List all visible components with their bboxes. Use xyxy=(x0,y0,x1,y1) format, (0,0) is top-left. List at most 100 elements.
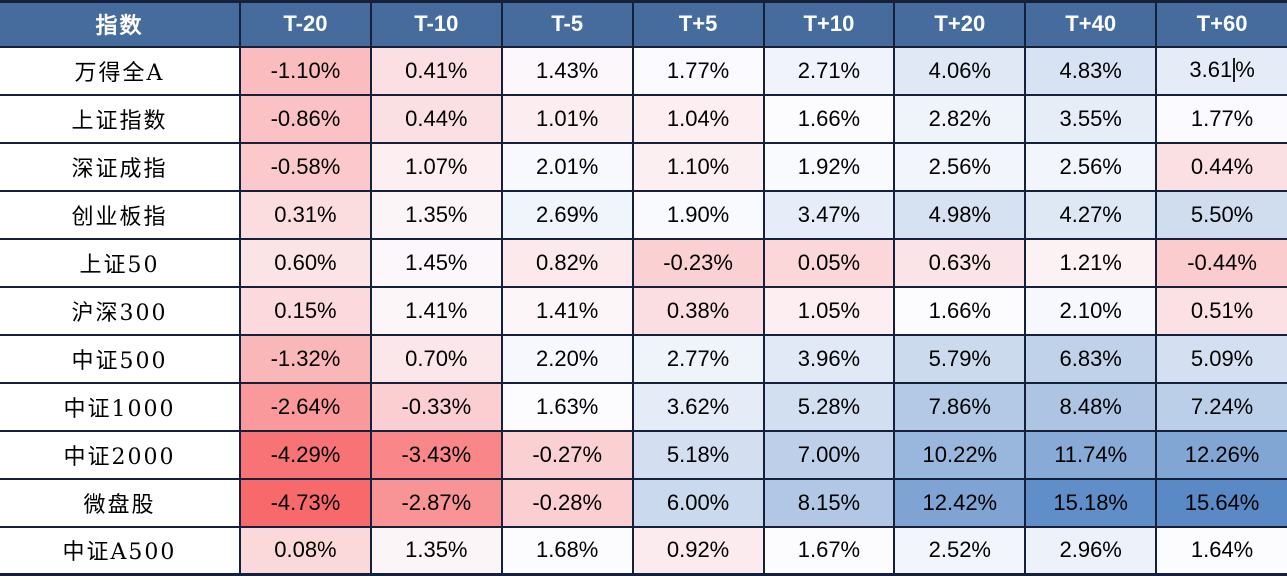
row-name-cell[interactable]: 创业板指 xyxy=(0,189,241,240)
value-cell[interactable]: 1.45% xyxy=(369,237,503,288)
value-cell[interactable]: 1.07% xyxy=(369,141,503,192)
value-cell[interactable]: 1.77% xyxy=(1155,93,1287,144)
value-cell[interactable]: 3.61% xyxy=(1155,45,1287,96)
value-cell[interactable]: -1.32% xyxy=(239,333,372,384)
value-cell[interactable]: 0.05% xyxy=(762,237,896,288)
value-cell[interactable]: 2.52% xyxy=(893,525,1027,576)
value-cell[interactable]: 0.63% xyxy=(893,237,1027,288)
value-cell[interactable]: -2.87% xyxy=(369,477,503,528)
value-cell[interactable]: 2.77% xyxy=(631,333,765,384)
value-cell[interactable]: 5.79% xyxy=(893,333,1027,384)
value-cell[interactable]: 5.28% xyxy=(762,381,896,432)
column-header-tp20[interactable]: T+20 xyxy=(893,0,1027,48)
value-cell[interactable]: -0.33% xyxy=(369,381,503,432)
value-cell[interactable]: 3.47% xyxy=(762,189,896,240)
value-cell[interactable]: 4.83% xyxy=(1024,45,1158,96)
value-cell[interactable]: 8.15% xyxy=(762,477,896,528)
value-cell[interactable]: 3.62% xyxy=(631,381,765,432)
row-name-cell[interactable]: 微盘股 xyxy=(0,477,241,528)
row-name-cell[interactable]: 中证500 xyxy=(0,333,241,384)
row-name-cell[interactable]: 中证1000 xyxy=(0,381,241,432)
value-cell[interactable]: 5.09% xyxy=(1155,333,1287,384)
value-cell[interactable]: 4.98% xyxy=(893,189,1027,240)
value-cell[interactable]: 0.15% xyxy=(239,285,372,336)
value-cell[interactable]: 1.35% xyxy=(369,525,503,576)
column-header-tm10[interactable]: T-10 xyxy=(369,0,503,48)
value-cell[interactable]: 6.83% xyxy=(1024,333,1158,384)
value-cell[interactable]: 1.21% xyxy=(1024,237,1158,288)
value-cell[interactable]: 1.05% xyxy=(762,285,896,336)
value-cell[interactable]: -0.23% xyxy=(631,237,765,288)
value-cell[interactable]: 1.92% xyxy=(762,141,896,192)
row-name-cell[interactable]: 上证指数 xyxy=(0,93,241,144)
value-cell[interactable]: 2.01% xyxy=(500,141,634,192)
row-name-cell[interactable]: 中证A500 xyxy=(0,525,241,576)
value-cell[interactable]: 5.50% xyxy=(1155,189,1287,240)
value-cell[interactable]: 6.00% xyxy=(631,477,765,528)
row-name-cell[interactable]: 沪深300 xyxy=(0,285,241,336)
row-name-cell[interactable]: 深证成指 xyxy=(0,141,241,192)
column-header-tp10[interactable]: T+10 xyxy=(762,0,896,48)
value-cell[interactable]: -3.43% xyxy=(369,429,503,480)
value-cell[interactable]: 1.01% xyxy=(500,93,634,144)
value-cell[interactable]: 0.41% xyxy=(369,45,503,96)
value-cell[interactable]: 3.96% xyxy=(762,333,896,384)
row-name-cell[interactable]: 中证2000 xyxy=(0,429,241,480)
value-cell[interactable]: 1.64% xyxy=(1155,525,1287,576)
value-cell[interactable]: 0.08% xyxy=(239,525,372,576)
value-cell[interactable]: 15.64% xyxy=(1155,477,1287,528)
value-cell[interactable]: 0.82% xyxy=(500,237,634,288)
value-cell[interactable]: 4.06% xyxy=(893,45,1027,96)
value-cell[interactable]: 2.56% xyxy=(893,141,1027,192)
value-cell[interactable]: 0.70% xyxy=(369,333,503,384)
value-cell[interactable]: -2.64% xyxy=(239,381,372,432)
value-cell[interactable]: 12.42% xyxy=(893,477,1027,528)
value-cell[interactable]: -0.27% xyxy=(500,429,634,480)
value-cell[interactable]: 1.04% xyxy=(631,93,765,144)
value-cell[interactable]: 1.10% xyxy=(631,141,765,192)
value-cell[interactable]: 1.35% xyxy=(369,189,503,240)
value-cell[interactable]: -4.73% xyxy=(239,477,372,528)
value-cell[interactable]: 2.10% xyxy=(1024,285,1158,336)
value-cell[interactable]: 2.96% xyxy=(1024,525,1158,576)
value-cell[interactable]: -0.44% xyxy=(1155,237,1287,288)
column-header-tp60[interactable]: T+60 xyxy=(1155,0,1287,48)
value-cell[interactable]: 0.31% xyxy=(239,189,372,240)
value-cell[interactable]: 11.74% xyxy=(1024,429,1158,480)
value-cell[interactable]: 7.00% xyxy=(762,429,896,480)
value-cell[interactable]: 12.26% xyxy=(1155,429,1287,480)
value-cell[interactable]: -4.29% xyxy=(239,429,372,480)
column-header-tp40[interactable]: T+40 xyxy=(1024,0,1158,48)
value-cell[interactable]: 2.82% xyxy=(893,93,1027,144)
index-column-header[interactable]: 指数 xyxy=(0,0,241,48)
value-cell[interactable]: 7.86% xyxy=(893,381,1027,432)
value-cell[interactable]: 0.44% xyxy=(1155,141,1287,192)
value-cell[interactable]: 0.38% xyxy=(631,285,765,336)
value-cell[interactable]: 1.41% xyxy=(369,285,503,336)
value-cell[interactable]: 1.43% xyxy=(500,45,634,96)
value-cell[interactable]: 5.18% xyxy=(631,429,765,480)
value-cell[interactable]: 1.66% xyxy=(893,285,1027,336)
value-cell[interactable]: 15.18% xyxy=(1024,477,1158,528)
value-cell[interactable]: 0.51% xyxy=(1155,285,1287,336)
value-cell[interactable]: 4.27% xyxy=(1024,189,1158,240)
value-cell[interactable]: 2.20% xyxy=(500,333,634,384)
value-cell[interactable]: 2.56% xyxy=(1024,141,1158,192)
value-cell[interactable]: 1.77% xyxy=(631,45,765,96)
value-cell[interactable]: 2.69% xyxy=(500,189,634,240)
value-cell[interactable]: 1.68% xyxy=(500,525,634,576)
value-cell[interactable]: 2.71% xyxy=(762,45,896,96)
value-cell[interactable]: 10.22% xyxy=(893,429,1027,480)
value-cell[interactable]: 3.55% xyxy=(1024,93,1158,144)
row-name-cell[interactable]: 上证50 xyxy=(0,237,241,288)
value-cell[interactable]: 1.41% xyxy=(500,285,634,336)
column-header-tm20[interactable]: T-20 xyxy=(239,0,372,48)
value-cell[interactable]: -0.58% xyxy=(239,141,372,192)
value-cell[interactable]: -0.28% xyxy=(500,477,634,528)
value-cell[interactable]: 1.66% xyxy=(762,93,896,144)
value-cell[interactable]: 1.67% xyxy=(762,525,896,576)
value-cell[interactable]: 1.90% xyxy=(631,189,765,240)
value-cell[interactable]: 0.44% xyxy=(369,93,503,144)
value-cell[interactable]: 7.24% xyxy=(1155,381,1287,432)
column-header-tm5[interactable]: T-5 xyxy=(500,0,634,48)
